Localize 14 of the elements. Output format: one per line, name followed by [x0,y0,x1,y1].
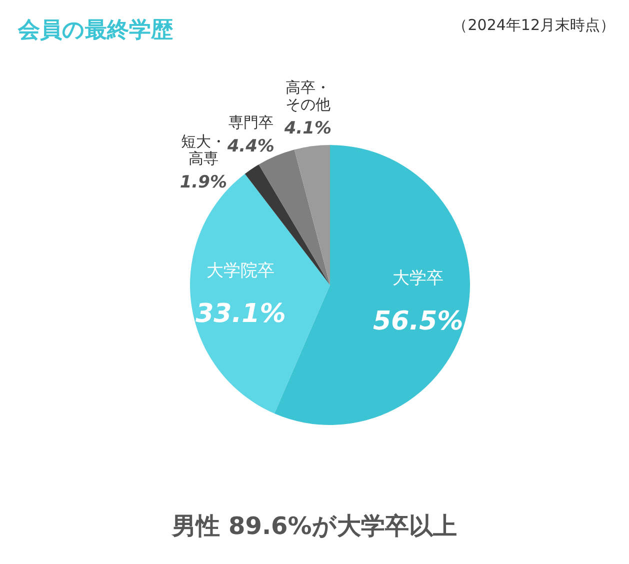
data-label: 1.9% [180,172,228,193]
data-label: 4.4% [226,136,274,156]
data-label: 4.1% [283,118,332,138]
text: （2024年12月末時点） [452,16,615,34]
data-label: 33.1% [196,299,286,329]
slice-label: 高卒・その他 [285,78,330,114]
slice-label: 専門卒 [228,113,274,132]
data-label: 56.5% [373,306,464,336]
slice-label: 大学院卒 [206,261,275,281]
pie-slice [294,145,330,285]
text: 男性 89.6%が大学卒以上 [171,512,457,540]
slice-label: 短大・高専 [180,132,226,168]
chart-title: 会員の最終学歴 [17,18,173,43]
slice-label: 大学卒 [392,268,444,288]
